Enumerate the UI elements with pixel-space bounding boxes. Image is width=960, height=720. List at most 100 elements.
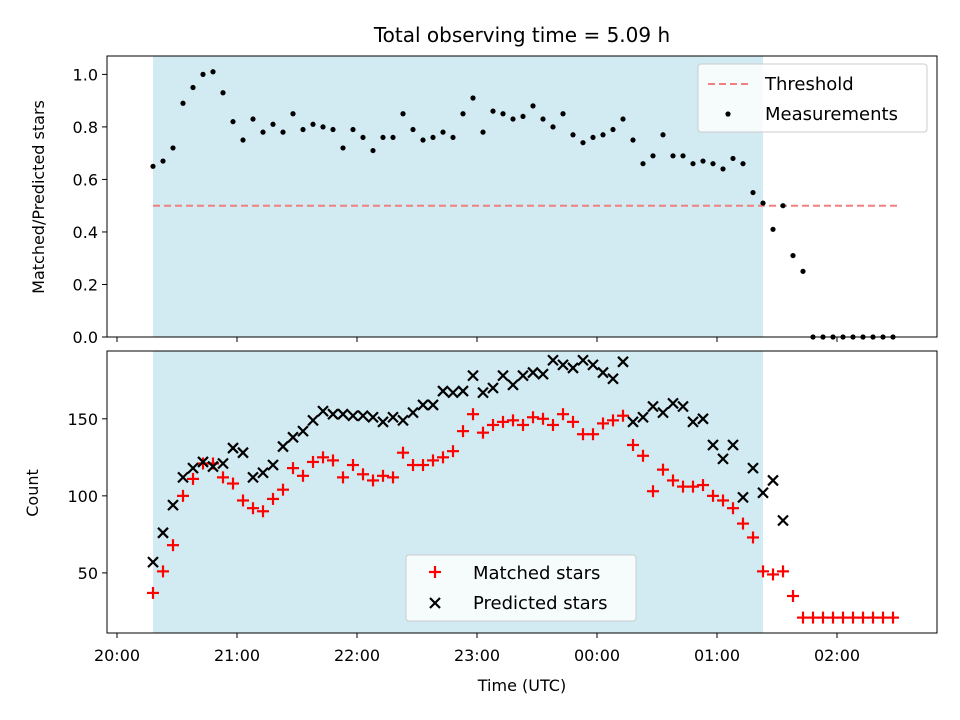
measurement-point: [320, 124, 326, 130]
measurement-point: [420, 137, 426, 143]
x-tick-label: 23:00: [454, 646, 500, 665]
measurement-point: [740, 161, 746, 167]
predicted-star-point: [307, 414, 319, 427]
predicted-star-point: [517, 369, 529, 382]
matched-star-point: [657, 463, 669, 476]
measurement-point: [540, 116, 546, 122]
predicted-star-point: [227, 442, 239, 454]
matched-star-point: [427, 454, 439, 467]
y-tick-label: 50: [78, 564, 98, 583]
predicted-star-point: [377, 416, 389, 428]
legend-matched-label: Matched stars: [473, 563, 600, 584]
predicted-star-point: [607, 372, 619, 385]
measurement-point: [300, 126, 306, 133]
matched-star-point: [337, 471, 349, 484]
matched-star-point: [287, 462, 299, 475]
measurement-point: [750, 189, 756, 196]
x-tick-label: 01:00: [694, 646, 740, 665]
bottom-axes-frame: [106, 350, 938, 634]
matched-star-point: [267, 492, 279, 505]
predicted-star-point: [507, 379, 519, 391]
measurement-point: [760, 200, 766, 206]
predicted-star-point: [767, 474, 779, 487]
top-chart-title: Total observing time = 5.09 h: [373, 23, 670, 47]
predicted-star-point: [747, 462, 759, 474]
measurement-point: [600, 132, 606, 138]
predicted-star-point: [707, 439, 719, 451]
measurement-point: [620, 116, 626, 122]
matched-star-point: [617, 409, 629, 422]
measurement-point: [660, 132, 666, 138]
matched-star-point: [237, 494, 249, 507]
measurement-point: [670, 153, 676, 159]
matched-star-point: [507, 414, 519, 427]
top-x-ticks: [116, 337, 838, 342]
measurement-point: [310, 121, 316, 127]
x-tick-label: 22:00: [334, 646, 380, 665]
top-panel: 0.0 0.2 0.4 0.6 0.8 1.0 Total observing time …: [29, 23, 938, 347]
legend-measurements-label: Measurements: [765, 104, 898, 125]
predicted-star-point: [447, 386, 459, 399]
predicted-star-point: [347, 409, 359, 422]
y-tick-label: 150: [67, 410, 98, 429]
predicted-star-point: [657, 406, 669, 419]
predicted-star-point: [437, 385, 449, 397]
predicted-star-point: [677, 400, 689, 413]
matched-star-point: [397, 446, 409, 459]
predicted-star-point: [187, 462, 199, 474]
predicted-star-point: [587, 359, 599, 371]
y-tick-label: 0.0: [73, 328, 98, 347]
predicted-star-point: [247, 471, 259, 484]
predicted-star-point: [477, 386, 489, 399]
measurement-point: [370, 147, 376, 154]
predicted-star-point: [727, 439, 739, 451]
measurement-point: [160, 158, 166, 164]
predicted-stars-points: [147, 354, 789, 568]
matched-stars-points: [147, 408, 899, 624]
measurement-point: [400, 111, 406, 117]
matched-star-point: [477, 426, 489, 439]
matched-star-point: [317, 451, 329, 464]
matched-star-point: [497, 415, 509, 428]
predicted-star-point: [177, 471, 189, 484]
predicted-star-point: [487, 382, 499, 394]
predicted-star-point: [317, 405, 329, 417]
matched-star-point: [377, 469, 389, 482]
predicted-star-point: [467, 369, 479, 382]
matched-star-point: [587, 428, 599, 441]
predicted-star-point: [357, 409, 369, 422]
measurement-point: [520, 113, 526, 120]
bottom-x-ticks: 20:00 21:00 22:00 23:00 00:00 01:00 02:00: [94, 633, 860, 665]
predicted-star-point: [547, 354, 559, 367]
measurement-point: [800, 268, 806, 274]
measurement-point: [330, 126, 336, 133]
y-tick-label: 0.2: [73, 275, 98, 294]
predicted-star-point: [557, 359, 569, 371]
matched-star-point: [307, 455, 319, 468]
predicted-star-point: [387, 411, 399, 424]
measurement-point: [280, 129, 286, 135]
measurement-point: [450, 134, 456, 141]
predicted-star-point: [737, 491, 749, 504]
predicted-star-point: [267, 459, 279, 471]
matched-star-point: [327, 454, 339, 467]
measurement-point: [240, 137, 246, 143]
matched-star-point: [747, 531, 759, 544]
matched-star-point: [277, 483, 289, 496]
predicted-star-point: [167, 499, 179, 511]
predicted-star-point: [427, 399, 439, 411]
top-legend-box: [697, 63, 928, 133]
measurement-point: [570, 132, 576, 138]
bottom-y-ticks: 50 100 150: [67, 410, 107, 583]
matched-star-point: [487, 418, 499, 431]
measurement-point: [170, 145, 176, 151]
predicted-star-point: [667, 397, 679, 410]
predicted-star-point: [287, 431, 299, 444]
matched-star-point: [167, 539, 179, 552]
measurement-point: [390, 134, 396, 141]
matched-star-point: [707, 489, 719, 502]
predicted-star-point: [147, 556, 159, 568]
measurement-point: [560, 111, 566, 117]
predicted-star-point: [407, 406, 419, 419]
